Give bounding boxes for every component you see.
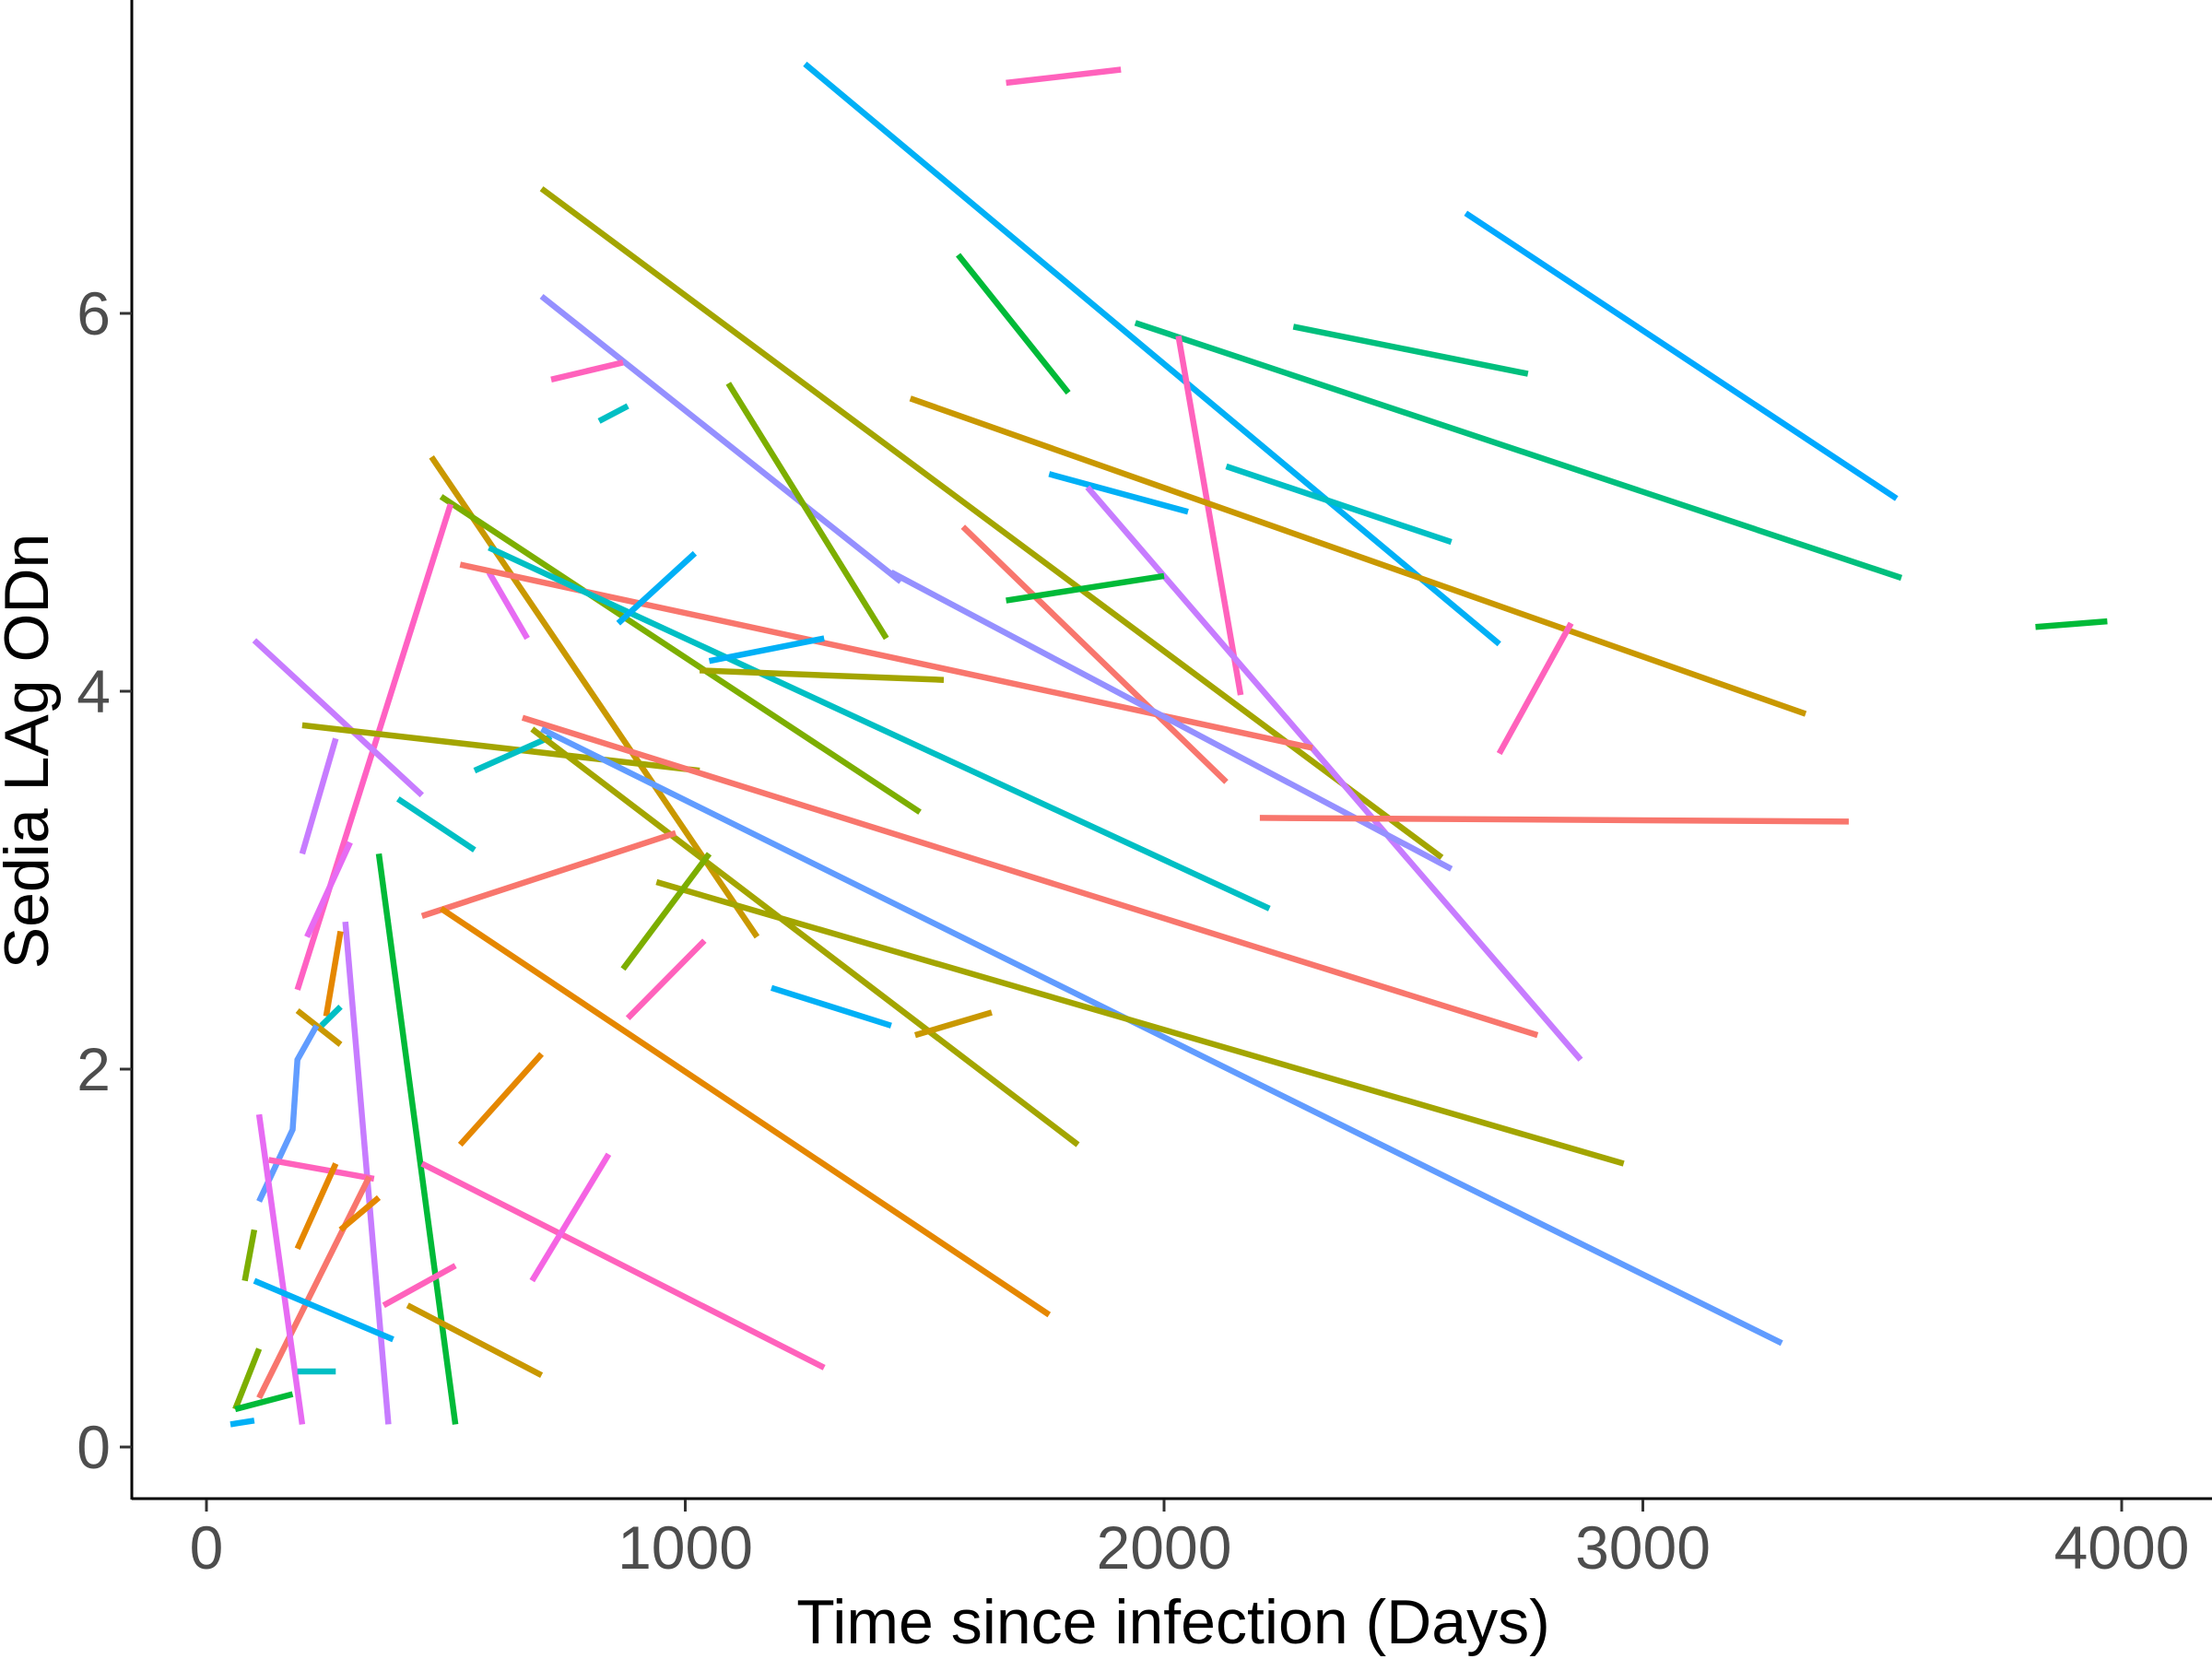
series-line-63 <box>382 1263 457 1309</box>
y-tick-label: 4 <box>76 657 111 725</box>
series-line-9 <box>1175 335 1244 696</box>
series-line-28 <box>1496 621 1574 756</box>
series-line-30 <box>699 667 945 683</box>
series-line-41 <box>420 830 677 919</box>
y-axis-ticks: 0 2 4 6 <box>76 279 132 1481</box>
series-line-34 <box>521 714 1539 1039</box>
series-line-13 <box>909 395 1807 717</box>
series-line-6 <box>539 293 903 584</box>
x-axis-title: Time since infection (Days) <box>796 1587 1550 1657</box>
series-line-49 <box>771 984 892 1029</box>
y-axis-title: Sedia LAg ODn <box>0 534 62 970</box>
series-line-18 <box>439 494 922 815</box>
series-line-15 <box>1048 471 1189 515</box>
series-line-55 <box>420 1160 826 1371</box>
series-line-52 <box>319 1004 343 1029</box>
series-line-8 <box>1292 324 1529 377</box>
series-line-59 <box>256 1175 372 1400</box>
series-line-48 <box>625 938 707 1020</box>
series-line-27 <box>2035 618 2108 630</box>
series-line-29 <box>708 635 825 665</box>
series-line-68 <box>234 1391 294 1413</box>
series-line-23 <box>488 545 1271 912</box>
series-line-2 <box>1006 66 1122 87</box>
series-line-40 <box>395 796 477 853</box>
series-line-69 <box>229 1418 255 1428</box>
series-line-64 <box>406 1302 544 1378</box>
series-line-3 <box>539 186 1444 861</box>
series-line-65 <box>241 1229 258 1282</box>
series-lines <box>229 61 2108 1428</box>
series-line-46 <box>439 906 1052 1318</box>
y-tick-label: 6 <box>76 279 111 347</box>
x-axis-ticks: 0 1000 2000 3000 4000 <box>190 1500 2190 1582</box>
series-line-21 <box>960 524 1229 784</box>
series-line-20 <box>486 571 530 641</box>
series-line-51 <box>295 1007 343 1047</box>
x-tick-label: 3000 <box>1575 1513 1711 1582</box>
y-tick-label: 0 <box>76 1413 111 1481</box>
series-line-56 <box>529 1152 612 1283</box>
series-line-53 <box>256 1024 320 1203</box>
x-tick-label: 4000 <box>2054 1513 2190 1582</box>
series-line-61 <box>255 1113 306 1425</box>
x-tick-label: 0 <box>190 1513 224 1582</box>
x-tick-label: 2000 <box>1097 1513 1232 1582</box>
series-line-42 <box>620 852 712 971</box>
series-line-31 <box>252 638 425 798</box>
series-line-44 <box>375 853 459 1425</box>
series-line-10 <box>550 359 624 382</box>
series-line-24 <box>616 550 698 626</box>
series-line-1 <box>803 61 1501 647</box>
series-line-26 <box>889 570 1453 872</box>
series-line-47 <box>323 930 344 1018</box>
series-line-35 <box>473 734 553 774</box>
series-line-39 <box>299 737 339 855</box>
series-line-57 <box>267 1157 375 1182</box>
series-line-25 <box>1006 572 1165 604</box>
series-line-58 <box>294 1162 339 1251</box>
y-tick-label: 2 <box>76 1035 111 1103</box>
series-line-62 <box>253 1277 394 1343</box>
series-line-45 <box>342 921 392 1425</box>
series-line-54 <box>457 1052 545 1147</box>
series-line-33 <box>1259 815 1849 825</box>
series-line-11 <box>597 403 629 424</box>
x-tick-label: 1000 <box>618 1513 753 1582</box>
series-line-14 <box>1225 463 1453 546</box>
series-line-16 <box>1085 485 1583 1062</box>
series-line-38 <box>655 878 1625 1167</box>
series-line-60 <box>338 1194 382 1232</box>
series-line-32 <box>301 722 700 774</box>
series-line-4 <box>1464 210 1899 501</box>
series-line-50 <box>913 1009 993 1039</box>
series-line-36 <box>540 726 1783 1347</box>
series-line-43 <box>304 841 353 938</box>
series-line-5 <box>956 253 1071 395</box>
series-line-67 <box>232 1347 263 1411</box>
series-line-12 <box>725 382 889 641</box>
series-line-7 <box>1134 320 1903 582</box>
series-line-37 <box>530 726 1080 1147</box>
